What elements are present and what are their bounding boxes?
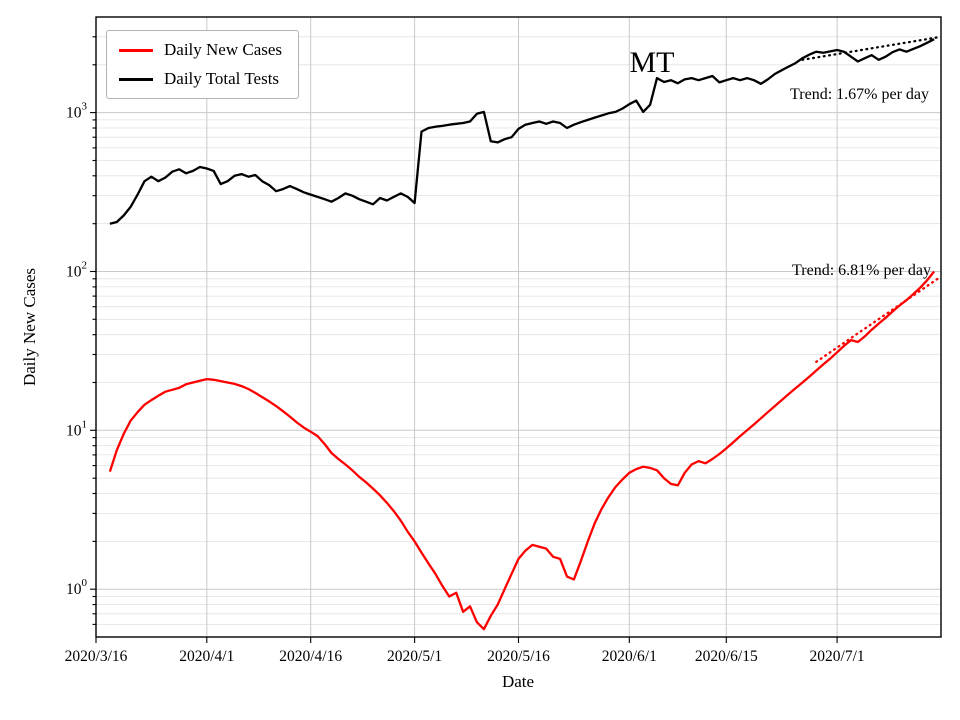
svg-text:2020/3/16: 2020/3/16 xyxy=(65,648,128,665)
y-axis-label: Daily New Cases xyxy=(20,267,39,387)
cases-trend-annotation: Trend: 6.81% per day xyxy=(792,262,931,279)
svg-text:2020/5/16: 2020/5/16 xyxy=(487,648,550,665)
black-line-swatch-icon xyxy=(119,77,153,81)
svg-text:102: 102 xyxy=(66,260,87,281)
svg-text:103: 103 xyxy=(66,101,88,122)
svg-text:101: 101 xyxy=(66,418,87,439)
svg-text:2020/5/1: 2020/5/1 xyxy=(387,648,442,665)
svg-text:2020/6/15: 2020/6/15 xyxy=(695,648,758,665)
legend-label-daily-total-tests: Daily Total Tests xyxy=(164,69,280,88)
red-line-swatch-icon xyxy=(119,48,153,52)
tests-trend-annotation: Trend: 1.67% per day xyxy=(790,86,929,103)
svg-text:100: 100 xyxy=(66,577,88,598)
state-label: MT xyxy=(629,46,675,79)
legend-label-daily-new-cases: Daily New Cases xyxy=(164,40,283,59)
svg-text:2020/6/1: 2020/6/1 xyxy=(602,648,657,665)
svg-text:2020/7/1: 2020/7/1 xyxy=(810,648,865,665)
legend-item-daily-total-tests: Daily Total Tests xyxy=(119,69,282,89)
legend: Daily New Cases Daily Total Tests xyxy=(106,30,300,99)
x-axis-label: Date xyxy=(501,672,535,691)
svg-text:2020/4/16: 2020/4/16 xyxy=(279,648,342,665)
svg-text:2020/4/1: 2020/4/1 xyxy=(179,648,234,665)
legend-item-daily-new-cases: Daily New Cases xyxy=(119,40,282,60)
